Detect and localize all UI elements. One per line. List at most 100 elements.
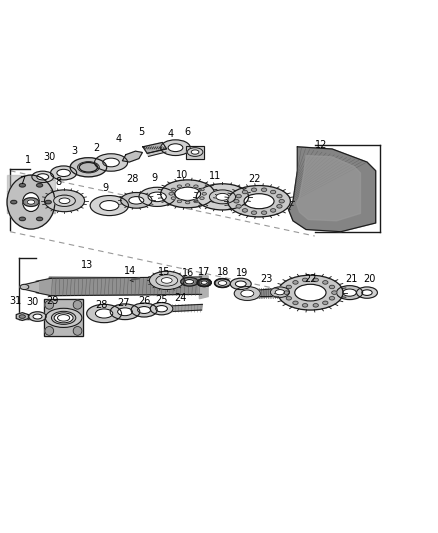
Ellipse shape: [275, 289, 285, 295]
Ellipse shape: [293, 281, 298, 284]
Text: 28: 28: [95, 300, 108, 310]
Circle shape: [73, 301, 82, 309]
Bar: [44, 299, 83, 336]
Text: 5: 5: [138, 126, 145, 136]
Ellipse shape: [210, 191, 235, 203]
Text: 25: 25: [155, 295, 168, 304]
Ellipse shape: [53, 195, 75, 206]
Polygon shape: [36, 278, 51, 296]
Ellipse shape: [50, 166, 77, 180]
Ellipse shape: [168, 144, 183, 151]
Ellipse shape: [155, 305, 167, 312]
Ellipse shape: [19, 183, 25, 187]
Ellipse shape: [177, 185, 182, 188]
Ellipse shape: [185, 279, 194, 284]
Ellipse shape: [51, 311, 76, 325]
Ellipse shape: [202, 192, 206, 195]
Ellipse shape: [235, 281, 246, 287]
Ellipse shape: [236, 195, 241, 198]
Ellipse shape: [161, 140, 190, 156]
Ellipse shape: [139, 187, 176, 206]
Ellipse shape: [171, 197, 176, 199]
Text: 10: 10: [176, 170, 188, 180]
Ellipse shape: [185, 201, 190, 204]
Ellipse shape: [279, 199, 284, 203]
Ellipse shape: [295, 284, 326, 301]
Ellipse shape: [278, 275, 343, 310]
Ellipse shape: [200, 197, 204, 199]
Ellipse shape: [177, 200, 182, 203]
Ellipse shape: [228, 185, 290, 217]
Ellipse shape: [70, 158, 107, 177]
Ellipse shape: [323, 301, 328, 304]
Ellipse shape: [29, 312, 46, 321]
Ellipse shape: [323, 281, 328, 284]
Ellipse shape: [236, 205, 241, 208]
Ellipse shape: [286, 296, 291, 300]
Ellipse shape: [161, 180, 215, 208]
Polygon shape: [49, 277, 201, 296]
Bar: [186, 146, 204, 158]
Ellipse shape: [148, 192, 166, 201]
Ellipse shape: [175, 187, 201, 200]
Ellipse shape: [45, 190, 85, 212]
Text: 27: 27: [117, 298, 130, 308]
Ellipse shape: [277, 195, 282, 198]
Text: 4: 4: [167, 129, 173, 139]
Text: 29: 29: [46, 296, 59, 306]
Ellipse shape: [200, 188, 204, 191]
Ellipse shape: [45, 200, 51, 204]
Text: 2: 2: [93, 143, 99, 152]
Text: 30: 30: [27, 297, 39, 307]
Ellipse shape: [185, 184, 190, 187]
Text: 22: 22: [304, 273, 317, 284]
Ellipse shape: [218, 281, 227, 286]
Ellipse shape: [7, 175, 55, 229]
Ellipse shape: [23, 198, 39, 206]
Ellipse shape: [78, 161, 99, 173]
Text: 12: 12: [315, 140, 328, 150]
Text: 16: 16: [182, 268, 194, 278]
Ellipse shape: [11, 200, 17, 204]
Ellipse shape: [251, 188, 257, 191]
Text: 11: 11: [209, 172, 222, 181]
Polygon shape: [297, 156, 360, 221]
Circle shape: [73, 327, 82, 335]
Ellipse shape: [54, 195, 75, 206]
Ellipse shape: [209, 190, 236, 204]
Ellipse shape: [293, 301, 298, 304]
Ellipse shape: [129, 197, 144, 204]
Ellipse shape: [234, 199, 239, 203]
Ellipse shape: [20, 284, 29, 289]
Ellipse shape: [277, 205, 282, 208]
Text: 19: 19: [236, 268, 248, 278]
Ellipse shape: [103, 158, 119, 167]
Text: 8: 8: [56, 177, 62, 187]
Ellipse shape: [336, 286, 363, 300]
Text: 1: 1: [25, 155, 32, 165]
Text: 23: 23: [261, 273, 273, 284]
Ellipse shape: [197, 279, 211, 287]
Polygon shape: [289, 147, 376, 232]
Polygon shape: [7, 191, 55, 213]
Ellipse shape: [313, 278, 318, 281]
Ellipse shape: [241, 290, 254, 297]
Circle shape: [45, 327, 53, 335]
Text: 6: 6: [184, 127, 190, 138]
Ellipse shape: [201, 281, 207, 285]
Text: 9: 9: [152, 173, 158, 183]
Ellipse shape: [357, 287, 378, 298]
Ellipse shape: [138, 306, 151, 313]
Polygon shape: [158, 304, 202, 312]
Ellipse shape: [57, 314, 70, 321]
Ellipse shape: [150, 303, 173, 315]
Bar: [44, 299, 83, 336]
Ellipse shape: [187, 148, 203, 156]
Ellipse shape: [23, 192, 39, 212]
Ellipse shape: [251, 211, 257, 214]
Ellipse shape: [27, 200, 35, 204]
Ellipse shape: [313, 304, 318, 307]
Ellipse shape: [32, 171, 53, 182]
Ellipse shape: [230, 278, 251, 289]
Ellipse shape: [46, 308, 82, 327]
